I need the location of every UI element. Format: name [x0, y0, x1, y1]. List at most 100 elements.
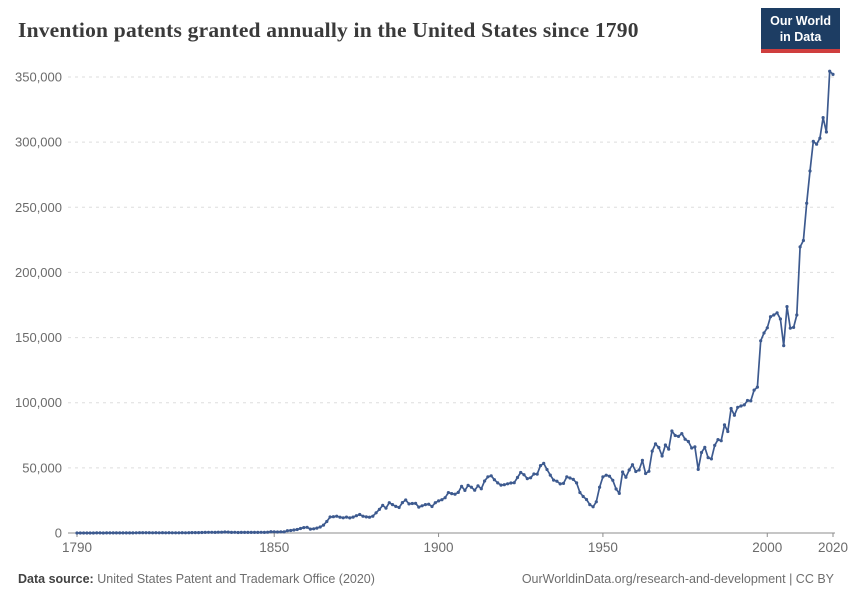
- data-point[interactable]: [239, 530, 243, 534]
- data-point[interactable]: [538, 464, 543, 468]
- data-point[interactable]: [427, 502, 431, 506]
- data-point[interactable]: [131, 531, 135, 535]
- data-point[interactable]: [686, 439, 691, 444]
- data-point[interactable]: [252, 530, 257, 534]
- data-point[interactable]: [496, 481, 500, 485]
- data-point[interactable]: [542, 461, 546, 465]
- data-point[interactable]: [782, 344, 786, 348]
- data-point[interactable]: [732, 413, 737, 417]
- data-point[interactable]: [621, 470, 625, 474]
- data-point[interactable]: [443, 496, 447, 500]
- data-point[interactable]: [489, 474, 493, 478]
- data-point[interactable]: [285, 529, 289, 533]
- data-point[interactable]: [249, 530, 253, 534]
- data-point[interactable]: [407, 502, 411, 506]
- data-point[interactable]: [693, 445, 697, 449]
- data-point[interactable]: [177, 531, 181, 535]
- data-point[interactable]: [548, 473, 552, 477]
- data-point[interactable]: [808, 169, 812, 173]
- data-point[interactable]: [456, 490, 460, 494]
- data-point[interactable]: [348, 516, 352, 520]
- data-point[interactable]: [660, 454, 664, 458]
- data-point[interactable]: [315, 526, 319, 530]
- data-point[interactable]: [601, 475, 605, 479]
- line-chart[interactable]: 0 50,000 100,000 150,000 200,000 250,000 300,0…: [0, 58, 850, 563]
- data-point[interactable]: [446, 491, 450, 495]
- data-point[interactable]: [272, 530, 276, 534]
- data-point[interactable]: [282, 530, 286, 534]
- data-point[interactable]: [233, 530, 237, 534]
- data-point[interactable]: [394, 504, 398, 508]
- data-point[interactable]: [190, 531, 194, 535]
- data-point[interactable]: [565, 475, 569, 479]
- data-point[interactable]: [236, 530, 240, 535]
- data-point[interactable]: [644, 471, 648, 476]
- data-point[interactable]: [647, 469, 651, 473]
- data-point[interactable]: [98, 531, 102, 535]
- data-point[interactable]: [167, 531, 171, 535]
- data-point[interactable]: [75, 531, 79, 535]
- data-point[interactable]: [134, 531, 138, 535]
- data-point[interactable]: [338, 515, 342, 519]
- data-point[interactable]: [469, 485, 473, 489]
- data-point[interactable]: [594, 500, 598, 504]
- data-point[interactable]: [607, 474, 612, 478]
- data-point[interactable]: [578, 490, 582, 495]
- data-point[interactable]: [328, 515, 332, 519]
- data-point[interactable]: [335, 514, 339, 518]
- data-point[interactable]: [85, 531, 89, 535]
- data-point[interactable]: [269, 530, 273, 534]
- line-chart-svg[interactable]: 0 50,000 100,000 150,000 200,000 250,000 300,0…: [0, 58, 850, 563]
- data-point[interactable]: [637, 468, 641, 472]
- data-point[interactable]: [653, 442, 658, 446]
- data-point[interactable]: [499, 483, 503, 487]
- data-point[interactable]: [762, 331, 766, 335]
- data-point[interactable]: [295, 527, 299, 532]
- data-point[interactable]: [351, 515, 355, 519]
- data-point[interactable]: [246, 530, 250, 534]
- data-point[interactable]: [483, 479, 487, 483]
- data-point[interactable]: [716, 438, 720, 442]
- data-point[interactable]: [604, 473, 608, 477]
- data-point[interactable]: [831, 72, 835, 76]
- data-point[interactable]: [706, 456, 710, 460]
- data-point[interactable]: [492, 478, 496, 482]
- data-point[interactable]: [404, 498, 408, 502]
- data-point[interactable]: [141, 531, 145, 535]
- data-point[interactable]: [463, 488, 467, 492]
- data-point[interactable]: [157, 531, 161, 535]
- data-point[interactable]: [617, 491, 621, 495]
- data-point[interactable]: [811, 139, 815, 143]
- data-point[interactable]: [630, 463, 635, 467]
- data-point[interactable]: [555, 479, 559, 483]
- data-point[interactable]: [82, 531, 86, 535]
- data-point[interactable]: [535, 472, 539, 476]
- data-point[interactable]: [752, 388, 756, 392]
- data-point[interactable]: [223, 530, 227, 534]
- data-point[interactable]: [213, 530, 217, 534]
- data-point[interactable]: [558, 482, 562, 486]
- data-point[interactable]: [358, 512, 362, 517]
- data-point[interactable]: [676, 434, 681, 438]
- data-point[interactable]: [657, 445, 661, 450]
- data-point[interactable]: [736, 405, 740, 409]
- data-point[interactable]: [367, 515, 372, 519]
- data-point[interactable]: [410, 501, 414, 506]
- data-point[interactable]: [450, 492, 454, 496]
- data-point[interactable]: [568, 476, 572, 480]
- data-point[interactable]: [591, 505, 595, 509]
- data-point[interactable]: [361, 514, 365, 518]
- data-point[interactable]: [381, 503, 385, 507]
- data-point[interactable]: [650, 449, 654, 453]
- data-point[interactable]: [552, 478, 556, 482]
- data-point[interactable]: [180, 531, 184, 535]
- data-point[interactable]: [374, 511, 378, 515]
- data-point[interactable]: [792, 325, 796, 329]
- data-point[interactable]: [160, 531, 165, 535]
- data-point[interactable]: [699, 450, 704, 455]
- data-point[interactable]: [279, 530, 283, 534]
- data-point[interactable]: [768, 315, 773, 319]
- data-point[interactable]: [118, 531, 122, 535]
- data-point[interactable]: [778, 317, 783, 321]
- data-point[interactable]: [739, 404, 743, 408]
